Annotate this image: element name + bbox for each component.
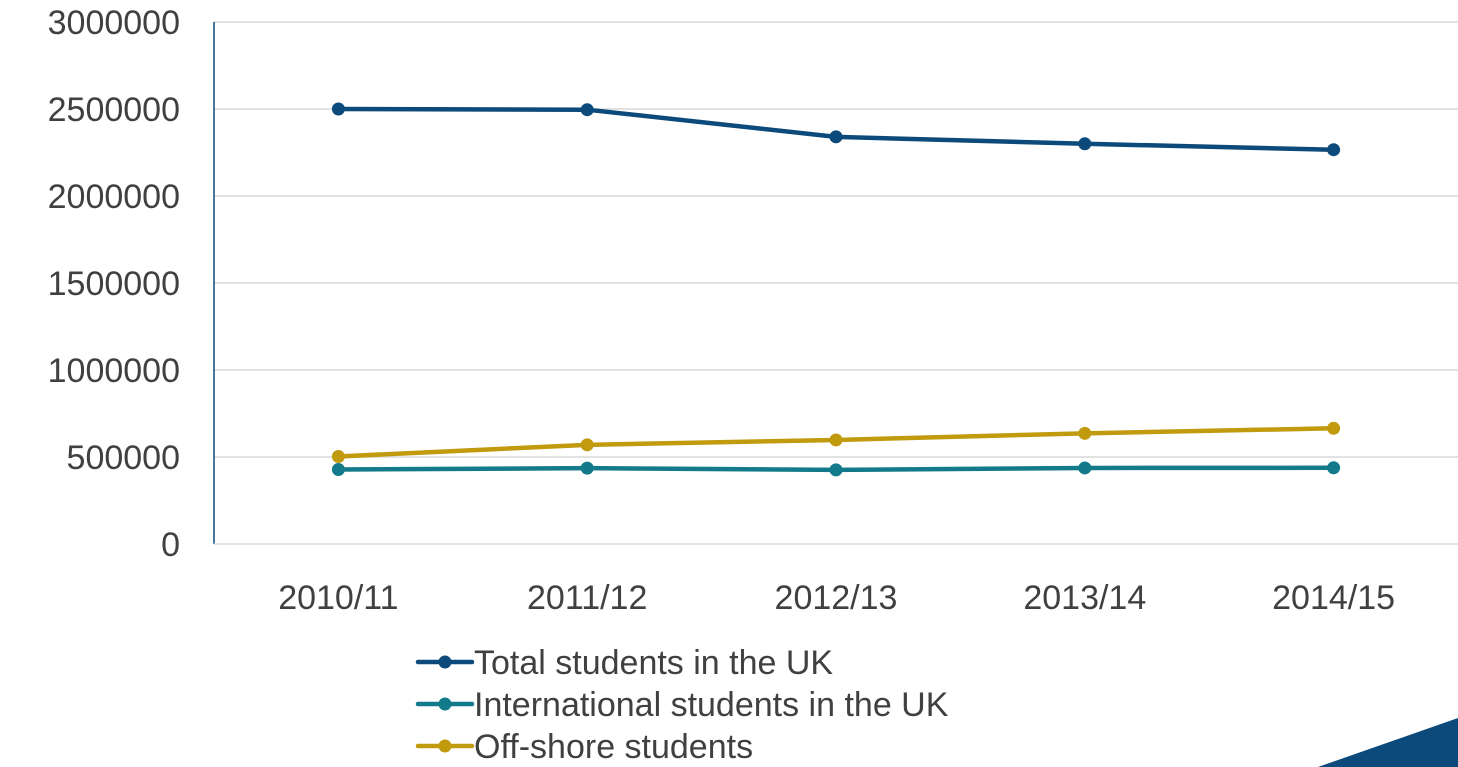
data-point xyxy=(1327,421,1341,435)
legend-label: Off-shore students xyxy=(474,728,753,766)
x-tick-label: 2013/14 xyxy=(1023,579,1146,617)
y-tick-label: 1000000 xyxy=(48,352,180,390)
data-point xyxy=(1078,137,1092,151)
y-tick-label: 0 xyxy=(161,526,180,564)
axes xyxy=(213,22,1458,545)
data-point xyxy=(331,102,345,116)
data-point xyxy=(580,438,594,452)
series-line-0 xyxy=(336,106,1336,152)
data-point xyxy=(1327,143,1341,157)
legend-swatch-marker xyxy=(438,655,452,669)
series-lines xyxy=(331,102,1341,477)
x-tick-label: 2012/13 xyxy=(775,579,898,617)
y-tick-label: 2500000 xyxy=(48,91,180,129)
legend-label: International students in the UK xyxy=(474,686,949,724)
y-tick-label: 2000000 xyxy=(48,178,180,216)
data-point xyxy=(580,103,594,117)
data-point xyxy=(580,461,594,475)
legend: Total students in the UK International st… xyxy=(415,644,949,766)
data-point xyxy=(1327,461,1341,475)
data-point xyxy=(331,449,345,463)
data-point xyxy=(331,463,345,477)
data-point xyxy=(1078,461,1092,475)
legend-swatch-marker xyxy=(438,739,452,753)
gridlines xyxy=(214,21,1458,458)
data-point xyxy=(829,463,843,477)
x-tick-label: 2014/15 xyxy=(1272,579,1395,617)
data-point xyxy=(829,130,843,144)
x-axis-tick-labels: 2010/11 2011/12 2012/13 2013/14 2014/15 xyxy=(278,579,1395,617)
y-tick-label: 500000 xyxy=(67,439,180,477)
y-axis-tick-labels: 0 500000 1000000 1500000 2000000 2500000 30000… xyxy=(48,4,180,564)
y-tick-label: 3000000 xyxy=(48,4,180,42)
data-point xyxy=(829,433,843,447)
legend-label: Total students in the UK xyxy=(474,644,833,682)
x-tick-label: 2010/11 xyxy=(278,579,398,617)
y-tick-label: 1500000 xyxy=(48,265,180,303)
x-tick-label: 2011/12 xyxy=(527,579,647,617)
corner-accent-shape xyxy=(1318,718,1458,767)
legend-swatch-marker xyxy=(438,697,452,711)
data-point xyxy=(1078,426,1092,440)
